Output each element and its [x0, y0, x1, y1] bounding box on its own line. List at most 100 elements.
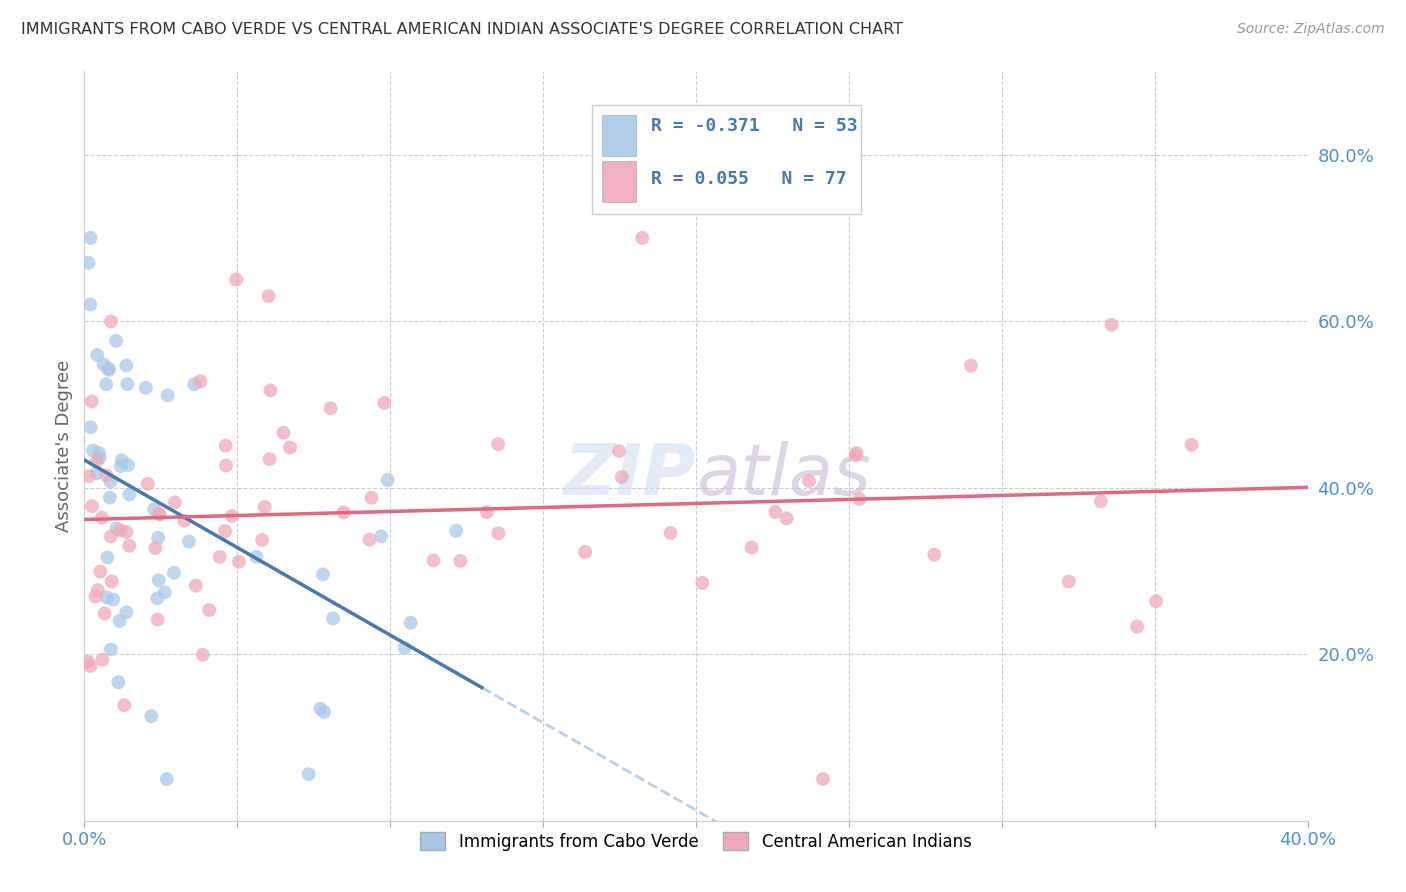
- Point: [100, 475, 122, 489]
- Point: [253, 500, 276, 514]
- Point: [574, 545, 596, 559]
- Point: [96, 468, 118, 483]
- Point: [960, 359, 983, 373]
- FancyBboxPatch shape: [592, 105, 860, 214]
- Point: [143, 541, 166, 555]
- Point: [332, 505, 354, 519]
- Point: [177, 534, 200, 549]
- Point: [136, 476, 159, 491]
- Point: [215, 439, 238, 453]
- Point: [214, 524, 236, 539]
- Point: [96, 591, 118, 605]
- Point: [105, 334, 128, 348]
- Point: [156, 772, 179, 786]
- Text: R = 0.055   N = 77: R = 0.055 N = 77: [651, 169, 846, 187]
- Point: [215, 458, 238, 473]
- Point: [191, 648, 214, 662]
- Point: [776, 511, 799, 525]
- Point: [1101, 318, 1123, 332]
- Point: [1057, 574, 1080, 589]
- Point: [741, 541, 763, 555]
- Point: [149, 508, 172, 522]
- Point: [87, 583, 110, 598]
- Point: [86, 467, 108, 481]
- Point: [100, 574, 122, 589]
- Point: [225, 272, 247, 286]
- Point: [250, 533, 273, 547]
- Point: [1181, 438, 1204, 452]
- Point: [86, 348, 108, 362]
- Point: [259, 384, 281, 398]
- Point: [77, 256, 100, 270]
- Point: [148, 507, 170, 521]
- Point: [245, 549, 267, 564]
- Point: [156, 388, 179, 402]
- Point: [148, 574, 170, 588]
- Point: [105, 521, 128, 535]
- Point: [1090, 494, 1112, 508]
- Point: [111, 453, 134, 467]
- Point: [373, 396, 395, 410]
- Point: [77, 655, 100, 669]
- Point: [79, 420, 101, 434]
- Point: [117, 377, 139, 392]
- Point: [278, 441, 301, 455]
- Point: [86, 454, 108, 468]
- Point: [97, 363, 120, 377]
- Point: [84, 590, 107, 604]
- Point: [112, 698, 135, 713]
- Point: [146, 613, 169, 627]
- Point: [319, 401, 342, 416]
- Point: [312, 705, 335, 719]
- Point: [80, 499, 103, 513]
- Text: R = -0.371   N = 53: R = -0.371 N = 53: [651, 117, 858, 135]
- Text: ZIP: ZIP: [564, 442, 696, 510]
- Point: [80, 394, 103, 409]
- Point: [309, 701, 332, 715]
- Point: [797, 474, 820, 488]
- Point: [297, 767, 319, 781]
- Point: [1144, 594, 1167, 608]
- Point: [148, 531, 170, 545]
- Point: [322, 611, 344, 625]
- Point: [79, 297, 101, 311]
- Point: [377, 473, 399, 487]
- Point: [91, 510, 114, 524]
- Point: [141, 709, 163, 723]
- Point: [486, 526, 509, 541]
- Point: [475, 505, 498, 519]
- Point: [444, 524, 467, 538]
- Point: [924, 548, 946, 562]
- Point: [370, 529, 392, 543]
- Legend: Immigrants from Cabo Verde, Central American Indians: Immigrants from Cabo Verde, Central Amer…: [413, 826, 979, 857]
- Point: [1126, 619, 1149, 633]
- Point: [110, 524, 132, 538]
- Point: [848, 492, 870, 507]
- Point: [449, 554, 471, 568]
- Point: [77, 469, 100, 483]
- Point: [115, 359, 138, 373]
- Point: [89, 565, 111, 579]
- Point: [79, 659, 101, 673]
- Point: [115, 524, 138, 539]
- Point: [100, 529, 122, 543]
- FancyBboxPatch shape: [602, 115, 636, 156]
- Point: [607, 444, 630, 458]
- Point: [610, 470, 633, 484]
- Point: [763, 505, 786, 519]
- FancyBboxPatch shape: [602, 161, 636, 202]
- Point: [845, 446, 868, 460]
- Point: [108, 614, 131, 628]
- Point: [100, 642, 122, 657]
- Point: [221, 508, 243, 523]
- Point: [96, 377, 118, 392]
- Point: [359, 533, 381, 547]
- Point: [100, 314, 122, 328]
- Point: [360, 491, 382, 505]
- Text: atlas: atlas: [696, 442, 870, 510]
- Point: [198, 603, 221, 617]
- Point: [93, 358, 115, 372]
- Point: [692, 576, 714, 591]
- Point: [118, 487, 141, 501]
- Point: [208, 549, 231, 564]
